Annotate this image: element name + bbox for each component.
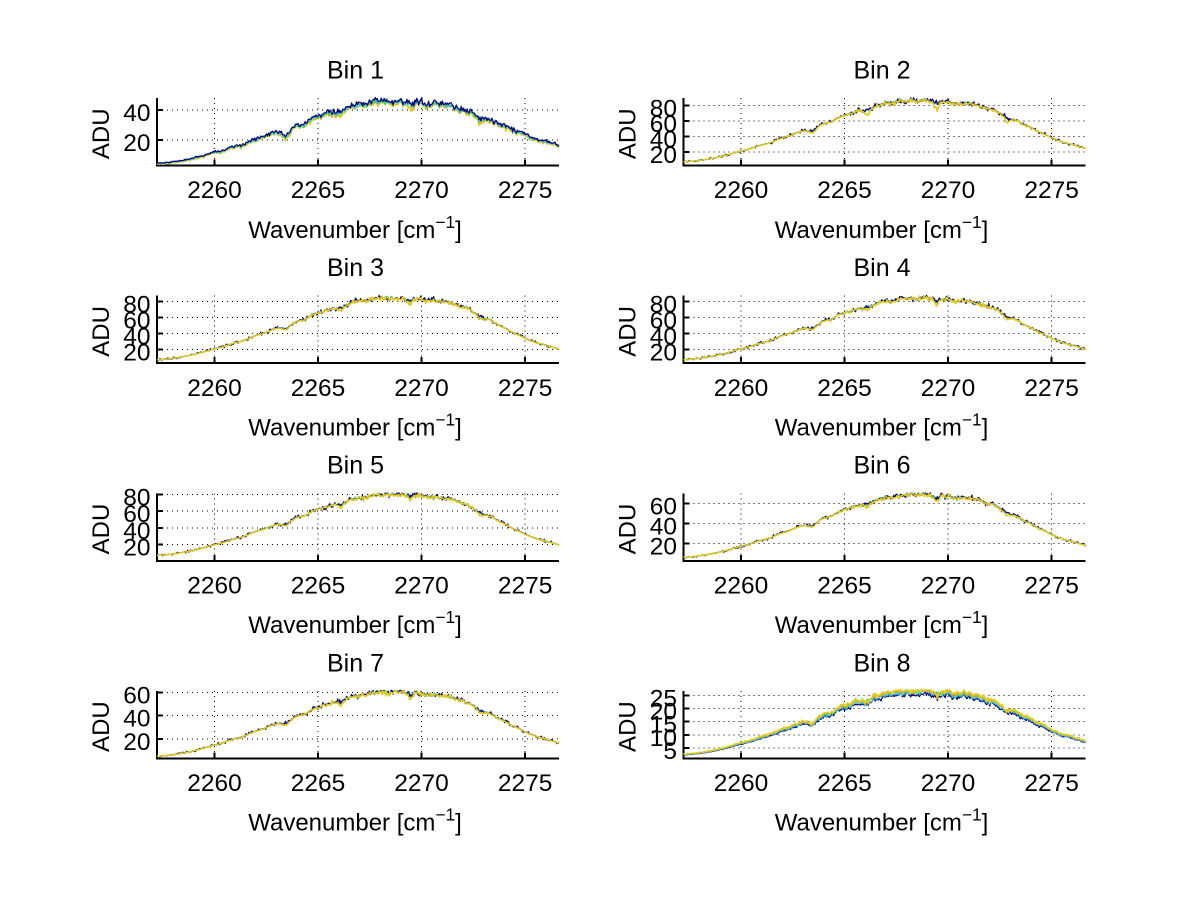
svg-text:2275: 2275 (1024, 177, 1079, 204)
svg-text:2260: 2260 (714, 177, 769, 204)
svg-text:2270: 2270 (394, 770, 449, 797)
svg-text:2265: 2265 (291, 177, 346, 204)
svg-text:2260: 2260 (187, 177, 242, 204)
svg-text:80: 80 (650, 291, 677, 318)
svg-text:Wavenumber [cm−1]: Wavenumber [cm−1] (248, 607, 462, 639)
svg-text:2260: 2260 (714, 375, 769, 402)
svg-text:Wavenumber [cm−1]: Wavenumber [cm−1] (248, 409, 462, 441)
svg-text:40: 40 (123, 324, 150, 351)
svg-text:60: 60 (123, 501, 150, 528)
svg-text:2270: 2270 (394, 572, 449, 599)
svg-text:20: 20 (650, 699, 677, 726)
svg-text:2275: 2275 (1024, 375, 1079, 402)
svg-text:40: 40 (123, 706, 150, 733)
svg-text:20: 20 (123, 130, 150, 157)
svg-text:2260: 2260 (187, 770, 242, 797)
svg-text:60: 60 (650, 307, 677, 334)
svg-text:60: 60 (123, 682, 150, 709)
svg-text:Bin 4: Bin 4 (854, 254, 911, 282)
svg-text:ADU: ADU (615, 108, 642, 159)
svg-text:Wavenumber [cm−1]: Wavenumber [cm−1] (775, 409, 989, 441)
svg-text:Bin 8: Bin 8 (854, 649, 911, 677)
svg-text:2265: 2265 (291, 375, 346, 402)
svg-text:2275: 2275 (1024, 572, 1079, 599)
svg-text:80: 80 (123, 485, 150, 512)
svg-text:Wavenumber [cm−1]: Wavenumber [cm−1] (248, 212, 462, 244)
svg-text:2270: 2270 (921, 375, 976, 402)
svg-text:Wavenumber [cm−1]: Wavenumber [cm−1] (775, 212, 989, 244)
svg-text:20: 20 (123, 729, 150, 756)
svg-text:Bin 5: Bin 5 (327, 452, 384, 480)
svg-text:40: 40 (123, 518, 150, 545)
svg-text:Bin 1: Bin 1 (327, 57, 384, 85)
svg-text:Wavenumber [cm−1]: Wavenumber [cm−1] (775, 607, 989, 639)
svg-text:20: 20 (650, 340, 677, 367)
svg-text:ADU: ADU (88, 108, 115, 159)
svg-text:2270: 2270 (394, 177, 449, 204)
svg-text:2275: 2275 (1024, 770, 1079, 797)
svg-text:40: 40 (650, 513, 677, 540)
svg-text:2265: 2265 (817, 770, 872, 797)
svg-text:20: 20 (123, 535, 150, 562)
svg-text:2270: 2270 (394, 375, 449, 402)
svg-text:80: 80 (650, 96, 677, 123)
svg-text:Wavenumber [cm−1]: Wavenumber [cm−1] (248, 805, 462, 837)
svg-text:2265: 2265 (817, 375, 872, 402)
svg-text:40: 40 (650, 324, 677, 351)
svg-text:Bin 7: Bin 7 (327, 649, 384, 677)
svg-text:ADU: ADU (88, 701, 115, 752)
svg-text:2265: 2265 (817, 572, 872, 599)
svg-text:60: 60 (650, 493, 677, 520)
svg-text:2260: 2260 (714, 572, 769, 599)
svg-text:Bin 2: Bin 2 (854, 57, 911, 85)
svg-text:20: 20 (650, 533, 677, 560)
svg-text:2275: 2275 (498, 770, 553, 797)
svg-text:2275: 2275 (498, 375, 553, 402)
svg-text:2270: 2270 (921, 177, 976, 204)
svg-text:2260: 2260 (187, 572, 242, 599)
svg-text:25: 25 (650, 685, 677, 712)
svg-text:ADU: ADU (615, 306, 642, 357)
svg-text:2270: 2270 (921, 770, 976, 797)
svg-text:2265: 2265 (817, 177, 872, 204)
svg-text:40: 40 (123, 100, 150, 127)
svg-text:ADU: ADU (88, 504, 115, 555)
svg-text:15: 15 (650, 712, 677, 739)
svg-text:80: 80 (123, 292, 150, 319)
svg-text:60: 60 (123, 308, 150, 335)
svg-text:2260: 2260 (714, 770, 769, 797)
svg-text:60: 60 (650, 111, 677, 138)
svg-text:ADU: ADU (615, 504, 642, 555)
svg-text:ADU: ADU (88, 306, 115, 357)
svg-text:Bin 6: Bin 6 (854, 452, 911, 480)
svg-text:20: 20 (123, 340, 150, 367)
svg-text:10: 10 (650, 725, 677, 752)
svg-text:5: 5 (663, 738, 677, 765)
svg-text:ADU: ADU (615, 701, 642, 752)
svg-text:2275: 2275 (498, 572, 553, 599)
svg-text:Wavenumber [cm−1]: Wavenumber [cm−1] (775, 805, 989, 837)
svg-text:2265: 2265 (291, 572, 346, 599)
svg-text:2260: 2260 (187, 375, 242, 402)
svg-text:Bin 3: Bin 3 (327, 254, 384, 282)
svg-text:2270: 2270 (921, 572, 976, 599)
svg-text:20: 20 (650, 142, 677, 169)
svg-text:2265: 2265 (291, 770, 346, 797)
svg-text:2275: 2275 (498, 177, 553, 204)
svg-text:40: 40 (650, 127, 677, 154)
